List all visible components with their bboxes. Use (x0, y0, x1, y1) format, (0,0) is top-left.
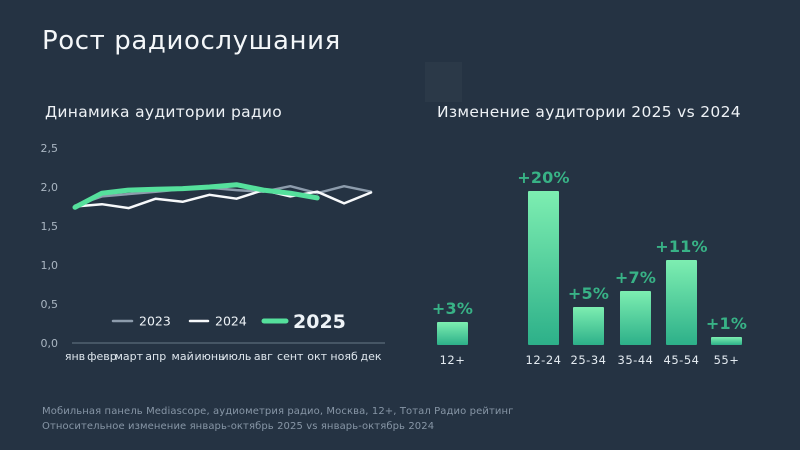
x-axis-tick: февр (87, 350, 117, 363)
bar-value-label: +20% (517, 168, 570, 187)
x-axis-tick: март (115, 350, 144, 363)
bar-category-label: 35-44 (617, 353, 654, 367)
faint-rectangle-artifact (425, 62, 462, 102)
x-axis-tick: апр (145, 350, 166, 363)
y-axis-tick: 2,0 (41, 181, 59, 194)
x-axis-tick: авг (254, 350, 273, 363)
legend-label-2025: 2025 (293, 311, 346, 333)
bar-12-24 (528, 191, 559, 345)
bar-category-label: 45-54 (663, 353, 700, 367)
bar-value-label: +7% (614, 268, 657, 288)
bar-chart: +3% 12+ +20% 12-24 +5% 25-34 +7% 35-44 +11% 45-54… (420, 165, 790, 380)
line-2024 (73, 188, 373, 210)
x-axis-tick: янв (65, 350, 85, 363)
bar-value-label: +11% (655, 237, 708, 257)
footer-line-2: Относительное изменение январь-октябрь 2… (42, 421, 435, 432)
bar-25-34 (573, 306, 604, 345)
bar-value-label: +5% (567, 283, 610, 303)
x-axis-tick: июнь (194, 350, 224, 363)
bar-category-label: 25-34 (570, 353, 607, 367)
y-axis-tick: 2,5 (41, 142, 59, 155)
y-axis-tick: 1,5 (41, 220, 59, 233)
y-axis-tick: 0,0 (41, 337, 59, 350)
bar-category-label: 12+ (439, 353, 466, 367)
x-axis-tick: дек (360, 350, 381, 363)
legend-label-2024: 2024 (215, 314, 247, 329)
bar-value-label: +3% (431, 298, 474, 318)
bar-45-54 (666, 260, 697, 345)
x-axis-tick: нояб (330, 350, 358, 363)
bar-12+ (437, 321, 468, 345)
bar-category-label: 12-24 (525, 353, 562, 367)
page-title: Рост радиослушания (42, 26, 341, 56)
footer-line-1: Мобильная панель Mediascope, аудиометрия… (42, 406, 514, 417)
y-axis-tick: 0,5 (41, 298, 59, 311)
bar-category-label: 55+ (713, 353, 740, 367)
y-axis-tick: 1,0 (41, 259, 59, 272)
bar-chart-title: Изменение аудитории 2025 vs 2024 (437, 103, 741, 121)
footer-source-note: Мобильная панель Mediascope, аудиометрия… (42, 404, 513, 434)
line-2023 (73, 184, 373, 207)
x-axis-tick: май (172, 350, 194, 363)
line-2025 (72, 182, 320, 210)
x-axis-tick: окт (307, 350, 327, 363)
line-chart-title: Динамика аудитории радио (45, 103, 283, 121)
x-axis-tick: июль (221, 350, 251, 363)
x-axis-tick: сент (277, 350, 304, 363)
bar-value-label: +1% (705, 314, 748, 334)
bar-55+ (711, 337, 742, 345)
bar-35-44 (620, 291, 651, 345)
legend-label-2023: 2023 (139, 314, 171, 329)
